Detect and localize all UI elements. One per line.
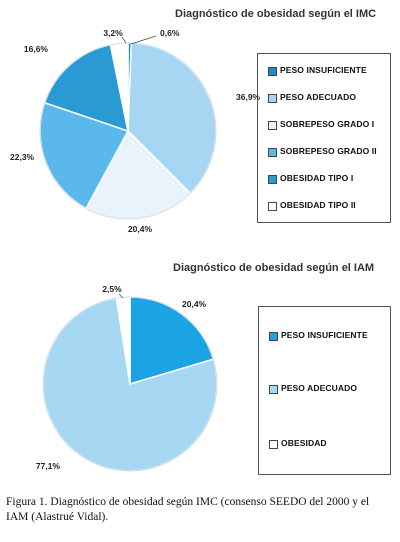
- chart-title: Diagnóstico de obesidad según el IMC: [175, 8, 377, 20]
- legend: PESO INSUFICIENTE PESO ADECUADO SOBREPES…: [257, 53, 391, 223]
- legend-label: PESO INSUFICIENTE: [280, 65, 367, 75]
- legend-label: OBESIDAD TIPO II: [280, 200, 356, 210]
- leader-line: [121, 36, 127, 44]
- data-label: 0,6%: [160, 28, 180, 38]
- data-label: 36,9%: [236, 92, 261, 102]
- legend-label: PESO ADECUADO: [280, 92, 357, 102]
- data-label: 2,5%: [102, 284, 122, 294]
- legend-item: PESO INSUFICIENTE: [258, 64, 390, 78]
- leader-line: [118, 293, 124, 299]
- legend-swatch: [268, 175, 277, 184]
- legend-label: OBESIDAD TIPO I: [280, 173, 354, 183]
- data-label: 77,1%: [36, 461, 61, 471]
- data-label: 20,4%: [128, 224, 153, 234]
- pie-0: 0,6% 36,9% 20,4% 22,3% 16,6% 3,2%: [10, 28, 261, 234]
- legend-item: OBESIDAD TIPO I: [258, 172, 390, 186]
- pie-1: 20,4% 77,1% 2,5%: [36, 284, 218, 472]
- legend-item: SOBREPESO GRADO I: [258, 118, 390, 132]
- legend-swatch: [268, 202, 277, 211]
- legend-swatch: [268, 121, 277, 130]
- legend-label: SOBREPESO GRADO I: [280, 119, 375, 129]
- pie-outline: [39, 42, 217, 220]
- figure-caption: Figura 1. Diagnóstico de obesidad según …: [6, 496, 370, 523]
- legend-swatch: [268, 94, 277, 103]
- data-label: 3,2%: [103, 28, 123, 38]
- legend-swatch: [269, 385, 278, 394]
- legend-item: PESO INSUFICIENTE: [259, 329, 390, 343]
- data-label: 16,6%: [24, 44, 49, 54]
- legend-label: PESO ADECUADO: [281, 383, 358, 393]
- legend-item: SOBREPESO GRADO II: [258, 145, 390, 159]
- data-label: 20,4%: [182, 299, 207, 309]
- legend-label: SOBREPESO GRADO II: [280, 146, 377, 156]
- legend: PESO INSUFICIENTE PESO ADECUADO OBESIDAD: [258, 306, 391, 475]
- data-label: 22,3%: [10, 152, 35, 162]
- pie-outline: [42, 296, 218, 472]
- legend-label: PESO INSUFICIENTE: [281, 330, 368, 340]
- legend-item: PESO ADECUADO: [258, 91, 390, 105]
- leader-line: [130, 35, 157, 45]
- chart-title: Diagnóstico de obesidad según el IAM: [173, 262, 375, 274]
- legend-label: OBESIDAD: [281, 438, 327, 448]
- legend-swatch: [268, 67, 277, 76]
- legend-swatch: [268, 148, 277, 157]
- legend-swatch: [269, 440, 278, 449]
- legend-item: PESO ADECUADO: [259, 382, 390, 396]
- legend-swatch: [269, 332, 278, 341]
- legend-item: OBESIDAD TIPO II: [258, 199, 390, 213]
- legend-item: OBESIDAD: [259, 437, 390, 451]
